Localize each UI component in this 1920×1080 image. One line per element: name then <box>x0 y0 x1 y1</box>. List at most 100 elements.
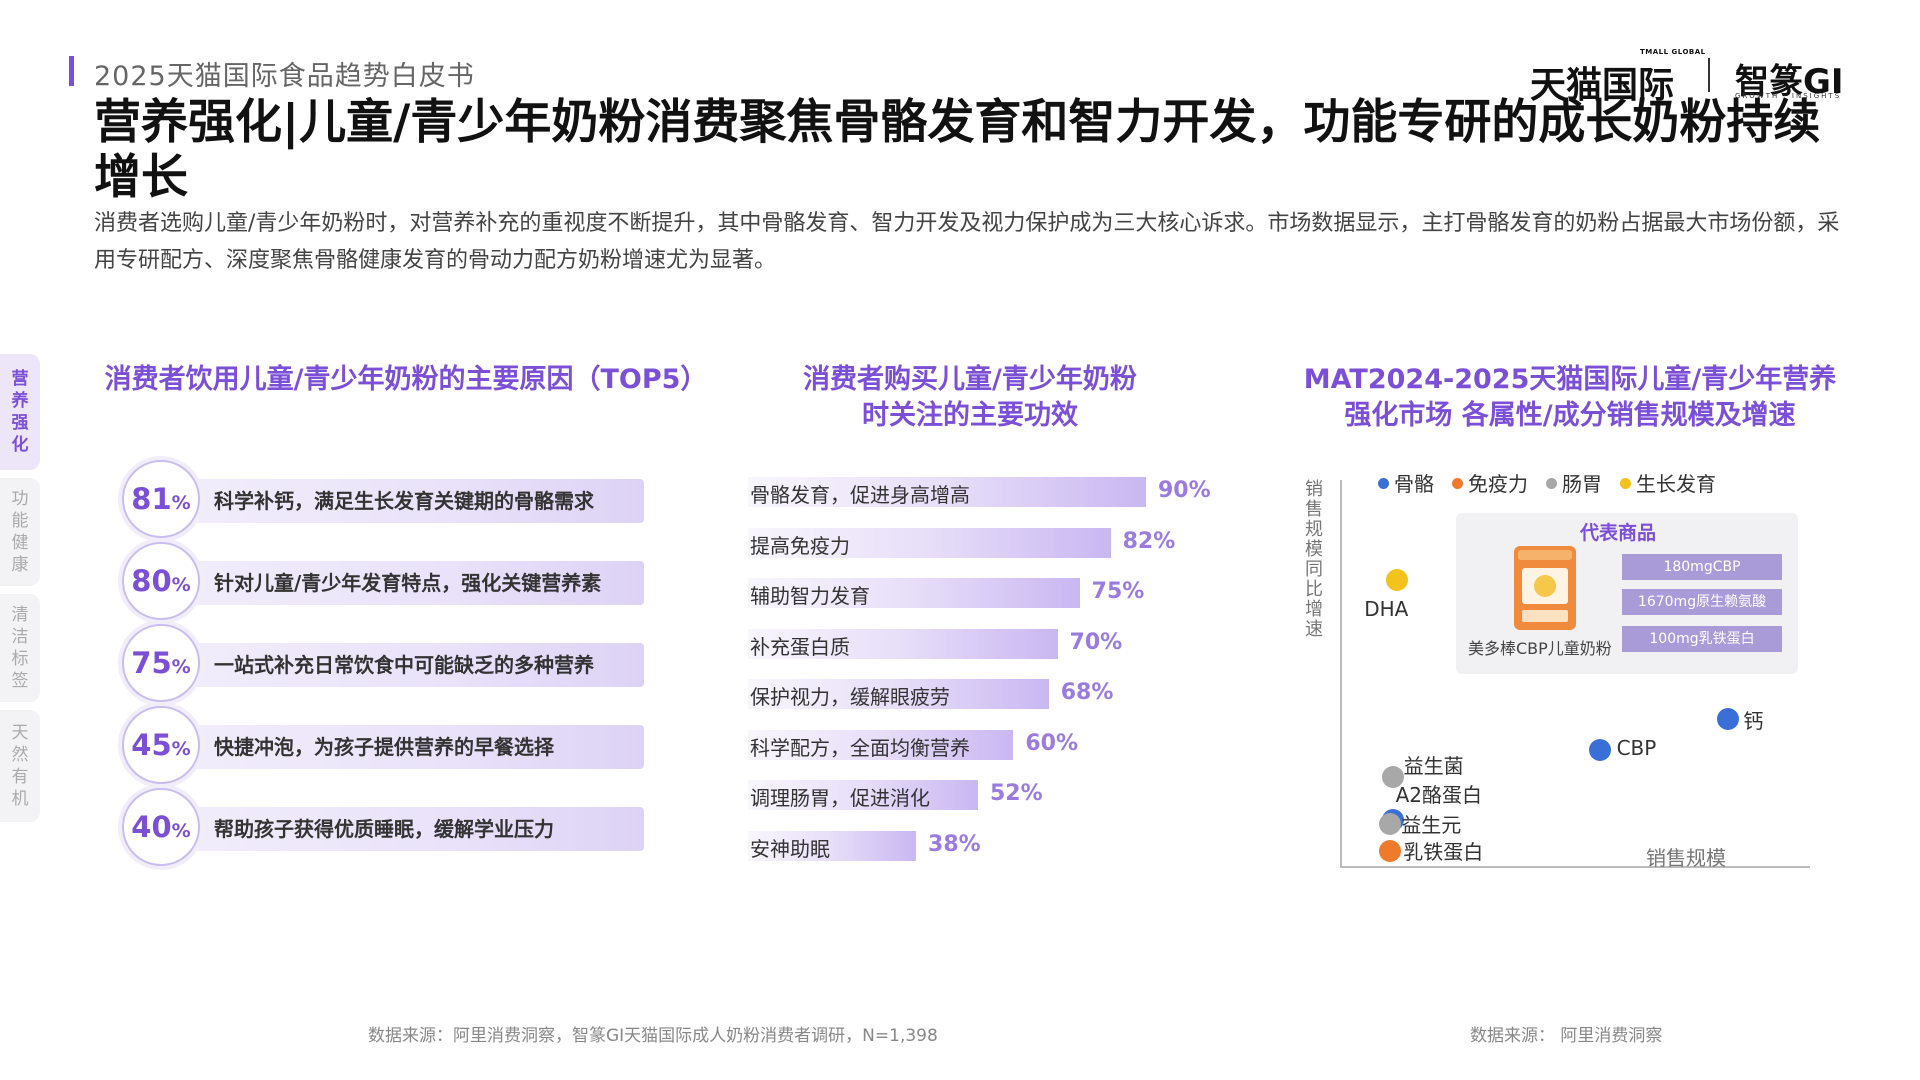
reason-unit: % <box>171 656 191 678</box>
side-tab-label: 功能健康 <box>11 489 29 575</box>
gi-logo-small: GROWTH · INSIGHTS <box>1735 92 1842 100</box>
scatter-point-label: 益生元 <box>1401 812 1462 837</box>
side-tab-function[interactable]: 功能健康 <box>0 478 40 586</box>
reason-percent-circle: 80% <box>122 542 200 620</box>
effect-bar <box>748 578 1080 608</box>
side-tab-clean-label[interactable]: 清洁标签 <box>0 594 40 702</box>
scatter-point <box>1381 766 1404 789</box>
page-description: 消费者选购儿童/青少年奶粉时，对营养补充的重视度不断提升，其中骨骼发育、智力开发… <box>94 211 1840 273</box>
side-tab-label: 营养强化 <box>11 369 29 455</box>
legend-dot-icon <box>1546 478 1557 489</box>
effect-value: 75% <box>1091 579 1145 604</box>
legend-item: 肠胃 <box>1546 468 1602 497</box>
legend-dot-icon <box>1620 478 1631 489</box>
reason-label: 科学补钙，满足生长发育关键期的骨骼需求 <box>214 489 594 513</box>
reason-row: 80% 针对儿童/青少年发育特点，强化关键营养素 <box>122 542 652 620</box>
scatter-point-label: A2酪蛋白 <box>1395 782 1482 807</box>
source-note-right: 数据来源： 阿里消费洞察 <box>1470 1026 1663 1046</box>
scatter-point-label: CBP <box>1616 736 1657 761</box>
effect-label: 科学配方，全面均衡营养 <box>750 735 970 760</box>
legend-label: 免疫力 <box>1468 472 1528 496</box>
legend-item: 生长发育 <box>1620 468 1716 497</box>
reason-bar <box>162 479 644 523</box>
effect-value: 68% <box>1060 680 1114 705</box>
effect-value: 38% <box>928 831 981 857</box>
brand-logos: TMALL GLOBAL 天猫国际 智篆GI GROWTH · INSIGHTS <box>1530 48 1860 106</box>
chart3-legend: 骨骼 免疫力 肠胃 生长发育 <box>1378 468 1734 497</box>
scatter-point-label: 乳铁蛋白 <box>1403 839 1484 864</box>
report-subtitle: 2025天猫国际食品趋势白皮书 <box>94 61 475 92</box>
tmall-logo: 天猫国际 <box>1530 65 1675 106</box>
legend-item: 免疫力 <box>1452 468 1528 497</box>
reason-value: 40 <box>131 810 172 844</box>
legend-label: 骨骼 <box>1394 472 1434 496</box>
chart3-x-axis <box>1340 866 1810 868</box>
chart2-title: 消费者购买儿童/青少年奶粉 时关注的主要功效 <box>760 362 1180 434</box>
reason-value: 45 <box>131 728 172 762</box>
effect-label: 调理肠胃，促进消化 <box>750 786 930 810</box>
header-accent-bar <box>69 56 74 86</box>
reason-unit: % <box>171 820 191 842</box>
effect-bar <box>748 830 917 861</box>
reason-row: 81% 科学补钙，满足生长发育关键期的骨骼需求 <box>122 460 652 538</box>
scatter-point <box>1379 812 1402 835</box>
effect-label: 补充蛋白质 <box>750 634 850 659</box>
side-tab-label: 清洁标签 <box>11 605 29 691</box>
product-tag: 1670mg原生赖氨酸 <box>1622 589 1782 615</box>
side-tab-nutrition[interactable]: 营养强化 <box>0 354 40 470</box>
reason-percent-circle: 40% <box>122 788 200 866</box>
effect-label: 提高免疫力 <box>750 533 850 558</box>
tmall-global-small: TMALL GLOBAL <box>1640 48 1706 56</box>
effect-value: 82% <box>1122 528 1176 554</box>
reason-row: 45% 快捷冲泡，为孩子提供营养的早餐选择 <box>122 706 652 784</box>
effect-bar <box>748 780 978 810</box>
effect-value: 70% <box>1069 629 1123 655</box>
gi-logo: 智篆GI <box>1735 62 1844 102</box>
scatter-point <box>1588 739 1611 762</box>
reason-bar <box>162 807 644 851</box>
effect-label: 安神助眠 <box>750 836 830 861</box>
reason-percent-circle: 75% <box>122 624 200 702</box>
legend-dot-icon <box>1452 478 1463 489</box>
scatter-point <box>1379 839 1402 862</box>
reason-row: 40% 帮助孩子获得优质睡眠，缓解学业压力 <box>122 788 652 866</box>
scatter-point <box>1717 708 1740 731</box>
legend-item: 骨骼 <box>1378 468 1434 497</box>
chart3-y-axis <box>1340 480 1342 868</box>
reason-label: 针对儿童/青少年发育特点，强化关键营养素 <box>214 571 602 595</box>
reason-percent-circle: 81% <box>122 460 200 538</box>
effect-bar <box>748 679 1049 709</box>
side-tab-label: 天然有机 <box>11 723 29 809</box>
effect-bar <box>748 527 1111 558</box>
scatter-point-label: 益生菌 <box>1403 754 1464 779</box>
chart3-x-axis-label: 销售规模 <box>1646 846 1726 870</box>
reason-unit: % <box>171 738 191 760</box>
reason-label: 快捷冲泡，为孩子提供营养的早餐选择 <box>214 735 554 759</box>
legend-dot-icon <box>1378 478 1389 489</box>
product-name: 美多棒CBP儿童奶粉 <box>1468 639 1612 658</box>
chart3-title-line1: MAT2024-2025天猫国际儿童/青少年营养 <box>1303 364 1837 395</box>
chart1-title: 消费者饮用儿童/青少年奶粉的主要原因（TOP5） <box>104 364 708 395</box>
reason-bar <box>162 725 644 769</box>
effect-bar <box>748 729 1014 760</box>
reason-bar <box>162 643 644 687</box>
scatter-point-label: DHA <box>1364 597 1409 622</box>
product-tag: 180mgCBP <box>1622 554 1782 580</box>
milk-powder-package-icon <box>1514 546 1576 630</box>
scatter-point-label: 钙 <box>1743 709 1764 734</box>
reason-bar <box>162 561 644 605</box>
chart3-y-axis-label: 销售规模同比增速 <box>1305 479 1323 640</box>
reason-value: 75 <box>131 646 172 680</box>
product-callout-title: 代表商品 <box>1580 522 1657 544</box>
effect-label: 骨骼发育，促进身高增高 <box>750 483 970 507</box>
source-note-left: 数据来源：阿里消费洞察，智篆GI天猫国际成人奶粉消费者调研，N=1,398 <box>368 1026 938 1046</box>
product-tag: 100mg乳铁蛋白 <box>1622 626 1782 652</box>
effect-value: 90% <box>1158 478 1211 503</box>
legend-label: 生长发育 <box>1636 472 1716 496</box>
reason-label: 帮助孩子获得优质睡眠，缓解学业压力 <box>214 817 554 841</box>
chart2-title-line1: 消费者购买儿童/青少年奶粉 <box>803 364 1137 395</box>
side-tab-organic[interactable]: 天然有机 <box>0 710 40 822</box>
effect-value: 60% <box>1025 730 1078 756</box>
effect-bar <box>748 628 1058 659</box>
scatter-point <box>1386 569 1409 592</box>
